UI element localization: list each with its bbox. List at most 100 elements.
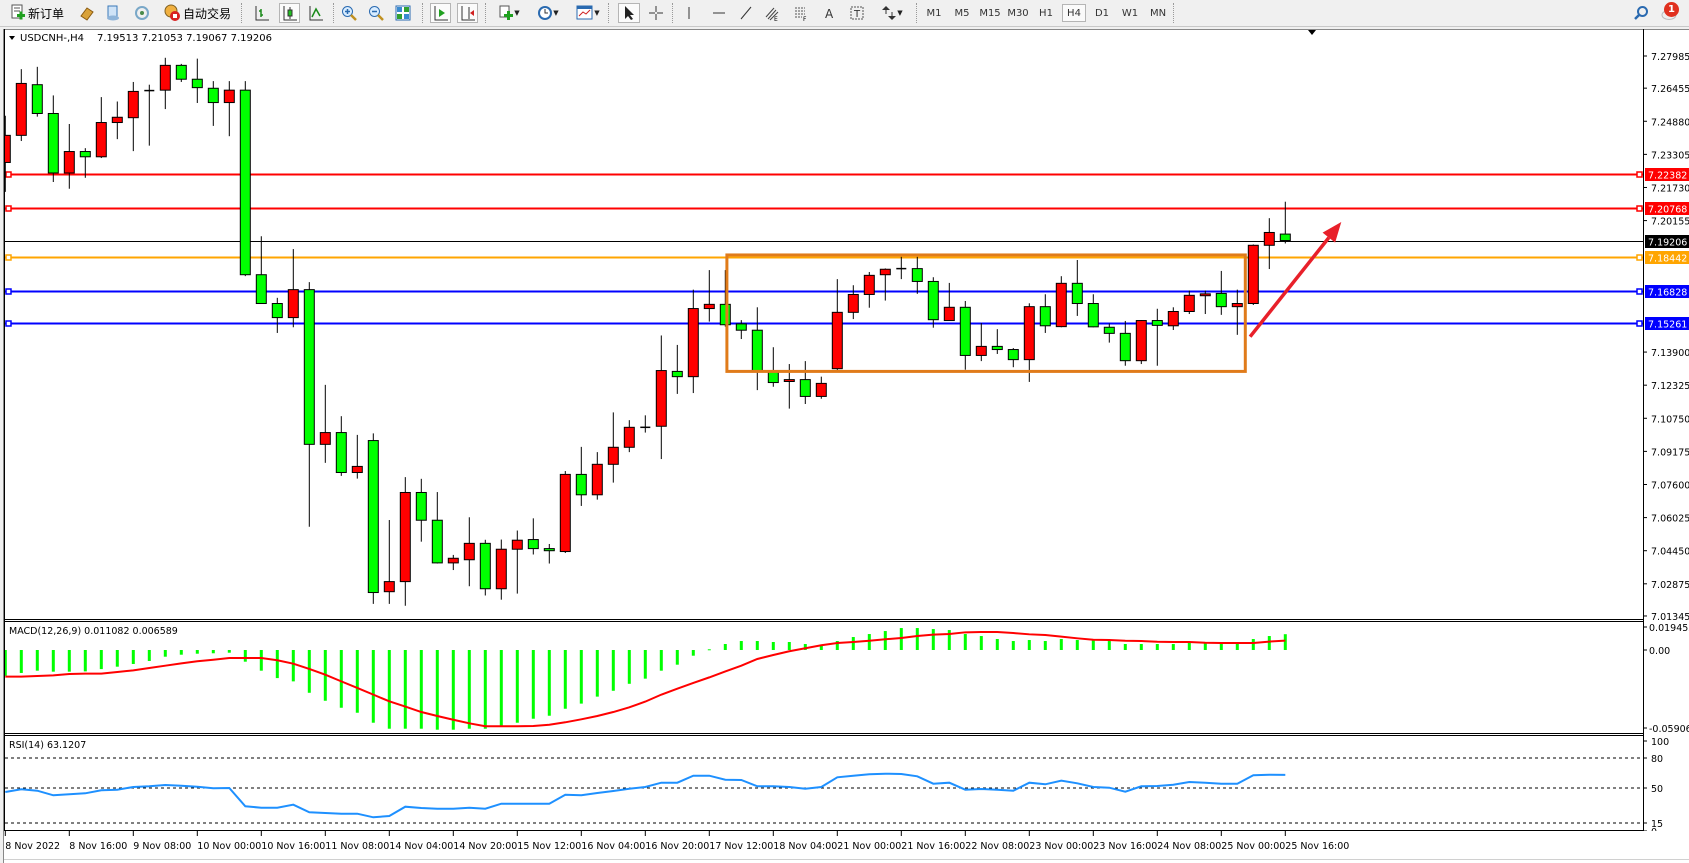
candle-chart-button[interactable] xyxy=(279,3,300,23)
new-order-label: 新订单 xyxy=(27,6,64,21)
macd-histogram-bar xyxy=(851,637,855,650)
price-tick-label: 7.04450 xyxy=(1651,547,1689,558)
candle xyxy=(1263,218,1275,270)
candle-body xyxy=(815,382,827,397)
candle-body xyxy=(527,539,539,550)
candle-body xyxy=(655,370,667,427)
price-tick-label: 7.10750 xyxy=(1651,414,1689,425)
line-anchor-handle[interactable] xyxy=(1636,288,1643,295)
periods-button[interactable]: ▼ xyxy=(531,3,565,23)
macd-histogram-bar xyxy=(867,634,871,650)
macd-histogram-bar xyxy=(1235,643,1239,650)
search-button[interactable] xyxy=(1632,3,1650,23)
indicators-button[interactable]: ▼ xyxy=(492,3,526,23)
timeframe-m30-button[interactable]: M30 xyxy=(1007,7,1029,19)
line-anchor-handle[interactable] xyxy=(5,254,12,261)
price-tick-label: 7.06025 xyxy=(1651,514,1689,525)
timeframe-mn-button[interactable]: MN xyxy=(1149,7,1167,19)
line-chart-button[interactable] xyxy=(306,3,326,23)
candle-body xyxy=(847,293,859,313)
trend-arrow-line[interactable] xyxy=(1248,236,1331,338)
crosshair-button[interactable] xyxy=(646,3,666,23)
symbol-label: USDCNH-,H4 xyxy=(20,33,84,44)
tile-windows-button[interactable] xyxy=(393,3,413,23)
candle-body xyxy=(63,151,75,174)
svg-text:A: A xyxy=(825,7,834,21)
bar-chart-button[interactable] xyxy=(252,3,272,23)
fibo-channel-button[interactable]: E xyxy=(762,3,782,23)
zoom-out-icon xyxy=(369,6,384,21)
text-button[interactable]: A xyxy=(820,3,840,23)
gold-button[interactable] xyxy=(78,3,96,23)
autotrade-button[interactable]: 自动交易 xyxy=(160,3,234,23)
arrows-button[interactable]: ▼ xyxy=(876,3,908,23)
templates-button[interactable]: ▼ xyxy=(570,3,606,23)
line-anchor-handle[interactable] xyxy=(5,171,12,178)
line-anchor-handle[interactable] xyxy=(5,205,12,212)
timeframe-d1-button[interactable]: D1 xyxy=(1094,7,1110,19)
main-price-pane xyxy=(5,57,1643,606)
new-order-button[interactable]: 新订单 xyxy=(4,3,70,23)
trendline-button[interactable] xyxy=(736,3,756,23)
candle xyxy=(735,320,747,340)
toolbar-separator xyxy=(333,3,335,23)
text-icon: A xyxy=(825,7,834,21)
candle xyxy=(144,84,155,146)
horizontal-line-button[interactable] xyxy=(709,3,729,23)
chart-shift-marker-icon[interactable] xyxy=(1308,30,1316,35)
candle-body xyxy=(687,308,699,378)
line-anchor-handle[interactable] xyxy=(1636,254,1643,261)
line-anchor-handle[interactable] xyxy=(1636,171,1643,178)
candle xyxy=(175,63,187,82)
timeframe-m5-button[interactable]: M5 xyxy=(954,7,970,19)
price-level-tag xyxy=(1645,285,1689,298)
timeframe-h4-button[interactable]: H4 xyxy=(1062,4,1086,22)
bar-chart-icon xyxy=(255,6,269,21)
time-axis-background xyxy=(4,831,1689,862)
zoom-out-button[interactable] xyxy=(366,3,386,23)
candle xyxy=(191,58,203,103)
time-tick-label: 23 Nov 00:00 xyxy=(1029,841,1093,852)
line-anchor-handle[interactable] xyxy=(1636,205,1643,212)
line-anchor-handle[interactable] xyxy=(5,320,12,327)
macd-histogram-bar xyxy=(531,650,535,719)
gold-icon xyxy=(80,7,94,21)
candle xyxy=(655,335,667,460)
macd-histogram-bar xyxy=(803,644,807,650)
candle xyxy=(5,115,11,192)
chart-shift-button[interactable] xyxy=(457,3,478,23)
macd-axis-label: 0.00 xyxy=(1649,646,1670,657)
line-anchor-handle[interactable] xyxy=(1636,320,1643,327)
candle xyxy=(495,539,507,600)
candle xyxy=(1119,320,1131,366)
timeframe-h1-button[interactable]: H1 xyxy=(1039,7,1053,19)
candle-body xyxy=(543,548,555,552)
rsi-pane xyxy=(5,757,1643,824)
chart-window[interactable] xyxy=(3,29,1689,863)
fibo-button[interactable]: F xyxy=(791,3,811,23)
macd-histogram-bar xyxy=(1059,639,1063,650)
timeframe-m15-button[interactable]: M15 xyxy=(979,7,1001,19)
consolidation-rectangle[interactable] xyxy=(725,253,1247,373)
time-tick-label: 16 Nov 04:00 xyxy=(581,841,645,852)
cursor-button[interactable] xyxy=(618,3,640,23)
line-anchor-handle[interactable] xyxy=(5,288,12,295)
timeframe-m1-button[interactable]: M1 xyxy=(926,7,942,19)
toolbar: 新订单 自动交易 ▼ ▼ ▼ E F A T ▼ M1 M5 M15 M30 H1 H4 D… xyxy=(0,0,1689,27)
symbol-menu-triangle-icon[interactable] xyxy=(9,36,15,40)
candle-body xyxy=(447,557,459,564)
signal-button[interactable] xyxy=(133,3,151,23)
new-order-icon xyxy=(11,4,25,20)
macd-histogram-bar xyxy=(563,650,567,709)
timeframe-w1-button[interactable]: W1 xyxy=(1121,7,1139,19)
history-button[interactable] xyxy=(104,3,122,23)
vertical-line-button[interactable] xyxy=(680,3,698,23)
label-button[interactable]: T xyxy=(847,3,867,23)
time-tick-label: 9 Nov 08:00 xyxy=(133,841,191,852)
autoscroll-button[interactable] xyxy=(430,3,451,23)
periods-icon xyxy=(538,6,553,20)
candle xyxy=(527,518,539,555)
zoom-in-button[interactable] xyxy=(339,3,359,23)
dropdown-arrow-icon: ▼ xyxy=(897,9,903,17)
